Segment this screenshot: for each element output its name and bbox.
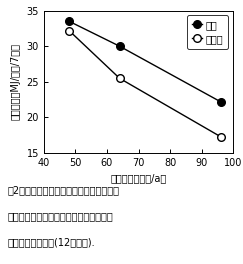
立体 <box>118 45 121 48</box>
Line: 地ばい: 地ばい <box>65 27 225 140</box>
Line: 立体: 立体 <box>65 17 225 106</box>
地ばい <box>118 77 121 80</box>
Y-axis label: 総受光量（MJ/個体/7日）: 総受光量（MJ/個体/7日） <box>11 43 21 120</box>
地ばい <box>219 135 222 138</box>
地ばい <box>68 29 70 32</box>
Legend: 立体, 地ばい: 立体, 地ばい <box>187 15 228 49</box>
立体 <box>68 20 70 23</box>
Text: 光量に及ぼす影響(12月どり).: 光量に及ぼす影響(12月どり). <box>7 238 95 248</box>
立体 <box>219 100 222 103</box>
Text: 密度が果実肥大期間中の個体当たり総受: 密度が果実肥大期間中の個体当たり総受 <box>7 211 113 221</box>
Text: 図2　立体および地ばい栽培における栽植: 図2 立体および地ばい栽培における栽植 <box>7 185 119 195</box>
X-axis label: 栽植密度（個体/a）: 栽植密度（個体/a） <box>110 173 167 183</box>
